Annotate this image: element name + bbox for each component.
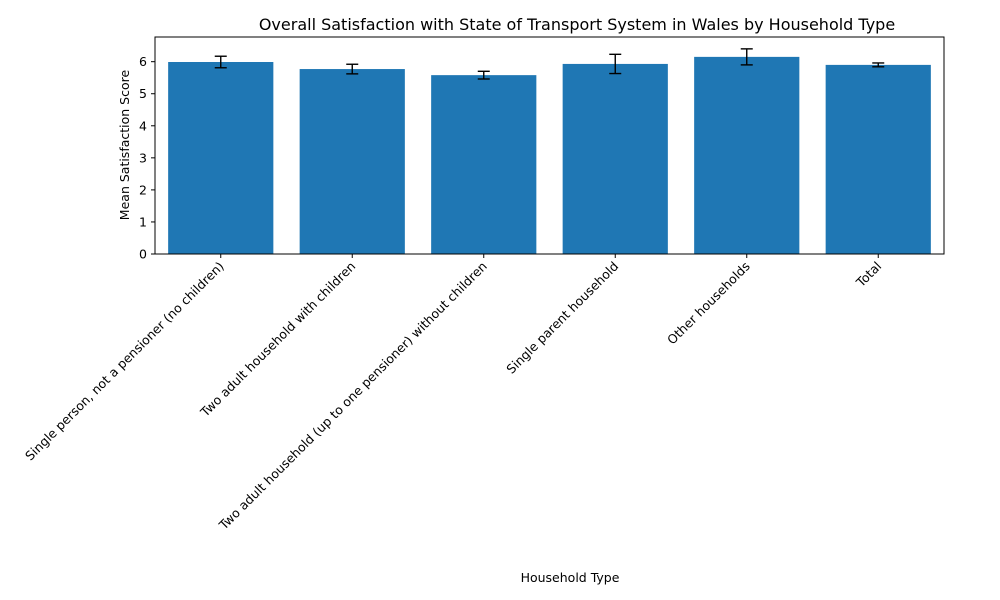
y-axis-label: Mean Satisfaction Score [117, 70, 132, 221]
bar-0 [168, 62, 274, 254]
y-tick-label-2: 2 [139, 182, 147, 197]
x-tick-label-4: Other households [664, 259, 753, 348]
error-bar-5 [872, 62, 885, 68]
error-bar-4 [740, 48, 753, 66]
x-tick-label-2: Two adult household (up to one pensioner… [215, 259, 490, 534]
y-axis-ticks: 0 1 2 3 4 5 6 [139, 54, 155, 262]
error-bar-0 [214, 55, 227, 69]
y-tick-label-1: 1 [139, 214, 147, 229]
axes-layer [154, 36, 945, 255]
x-tick-label-1: Two adult household with children [197, 259, 359, 421]
bars-layer [168, 56, 931, 254]
y-tick-label-0: 0 [139, 247, 147, 262]
error-bar-3 [609, 53, 622, 75]
plot-frame [154, 36, 945, 255]
x-axis-label: Household Type [521, 570, 620, 585]
x-axis-ticks: Single person, not a pensioner (no child… [22, 254, 884, 533]
y-tick-label-4: 4 [139, 118, 147, 133]
x-tick-label-3: Single parent household [503, 259, 621, 377]
error-bars-layer [214, 48, 885, 80]
y-tick-label-6: 6 [139, 54, 147, 69]
bar-1 [299, 69, 405, 254]
chart-title: Overall Satisfaction with State of Trans… [259, 15, 895, 34]
bar-2 [431, 75, 537, 254]
x-tick-label-0: Single person, not a pensioner (no child… [22, 259, 227, 464]
error-bar-2 [477, 70, 490, 80]
y-tick-label-5: 5 [139, 86, 147, 101]
y-tick-label-3: 3 [139, 150, 147, 165]
bar-3 [562, 63, 668, 254]
bar-5 [825, 64, 931, 254]
bar-4 [694, 56, 800, 254]
error-bar-1 [346, 63, 359, 75]
x-tick-label-5: Total [852, 259, 884, 291]
